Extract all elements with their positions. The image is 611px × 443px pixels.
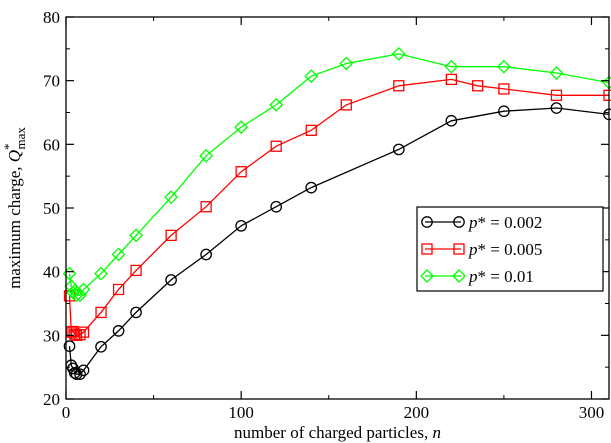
data-point [471,80,484,92]
data-point [129,228,143,243]
data-point [550,102,563,114]
data-point [63,340,76,353]
data-point [234,120,249,135]
data-point [498,83,510,95]
data-point [200,201,212,213]
data-point [111,247,126,262]
data-point [270,200,283,213]
data-point [305,181,318,194]
data-point [235,166,247,178]
data-point [95,340,107,353]
legend-label: p* = 0.005 [468,240,542,259]
data-point [165,274,177,286]
data-point [550,89,563,101]
data-point [200,248,212,261]
y-tick-label: 70 [43,72,60,91]
data-point [76,282,91,297]
legend: p* = 0.002 p* = 0.005 p* = 0.01 [416,206,604,292]
data-point [393,80,405,92]
legend-label: p* = 0.002 [468,213,542,232]
data-point [496,59,511,74]
y-tick-label: 60 [43,135,60,154]
data-point [74,329,86,341]
data-point [340,99,352,111]
x-tick-label: 100 [228,403,254,422]
data-point [269,97,284,112]
legend-marker [453,243,465,255]
data-point [498,105,510,118]
series-line [68,53,610,296]
data-point [444,59,459,74]
data-point [112,283,125,296]
data-point [130,306,142,319]
data-point [68,367,81,379]
data-point [549,66,564,80]
data-point [270,140,282,152]
data-point [392,143,405,156]
legend-marker [452,269,466,283]
data-point [112,325,125,337]
x-tick-label: 0 [62,403,71,422]
legend-label: p* = 0.01 [468,267,534,286]
data-point [445,114,458,127]
y-tick-label: 20 [43,390,60,409]
y-tick-label: 30 [43,326,60,345]
data-point [73,288,87,303]
data-point [164,190,179,205]
data-point [130,264,142,277]
axes: 0 100 200 300 20 30 40 50 60 70 80 [43,8,609,422]
y-tick-label: 80 [43,8,60,27]
legend-marker [421,216,433,228]
data-point [445,73,458,86]
data-point [74,368,86,381]
legend-marker [453,216,465,228]
data-point [64,279,79,294]
data-point [199,148,214,163]
data-point [70,368,83,381]
legend-marker [420,269,434,283]
series-1 [63,102,611,381]
x-tick-label: 200 [404,403,430,422]
data-point [165,229,177,242]
series-3 [62,47,611,303]
x-tick-label: 300 [579,403,605,422]
data-point [95,306,107,319]
data-point [391,47,406,61]
data-point [339,56,354,71]
data-point [77,326,90,338]
data-point [77,364,90,377]
legend-marker [421,243,433,255]
x-axis-title: number of charged particles, n [234,423,441,442]
data-point [94,266,108,281]
plot-area [62,47,611,381]
y-tick-label: 50 [43,199,60,218]
data-point [235,219,248,232]
y-axis-title: maximum charge, Q*max [1,127,28,289]
data-point [304,69,319,84]
y-tick-label: 40 [43,263,60,282]
data-point [305,124,317,136]
